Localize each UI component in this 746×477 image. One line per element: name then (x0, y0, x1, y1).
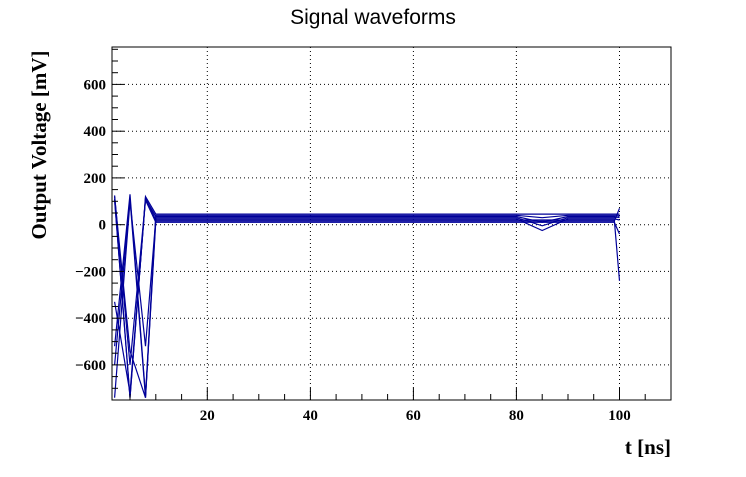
grid (112, 47, 671, 400)
y-axis-title: Output Voltage [mV] (27, 50, 51, 239)
x-tick-label: 100 (608, 408, 631, 424)
y-tick-label: 600 (84, 77, 107, 93)
waveform-series-5 (114, 201, 620, 398)
y-tick-label: −600 (75, 358, 106, 374)
axes: 20 40 60 80 100 −600 −400 −200 0 200 400 600 (75, 48, 672, 424)
y-tick-label: 200 (84, 171, 107, 187)
waveform-series-7 (114, 198, 621, 398)
x-tick-label: 40 (303, 408, 318, 424)
x-axis-title: t [ns] (625, 435, 671, 459)
y-tick-label: −200 (75, 264, 106, 280)
x-tick-label: 80 (509, 408, 524, 424)
y-tick-label: −400 (75, 311, 106, 327)
y-tick-label: 0 (99, 218, 107, 234)
x-tick-label: 60 (406, 408, 421, 424)
y-tick-label: 400 (84, 124, 107, 140)
waveform-series-8 (114, 195, 621, 365)
waveform-series-6 (114, 195, 621, 398)
x-tick-label: 20 (200, 408, 215, 424)
chart-title: Signal waveforms (290, 6, 456, 29)
plot-frame (111, 46, 672, 401)
series-group (114, 194, 621, 398)
